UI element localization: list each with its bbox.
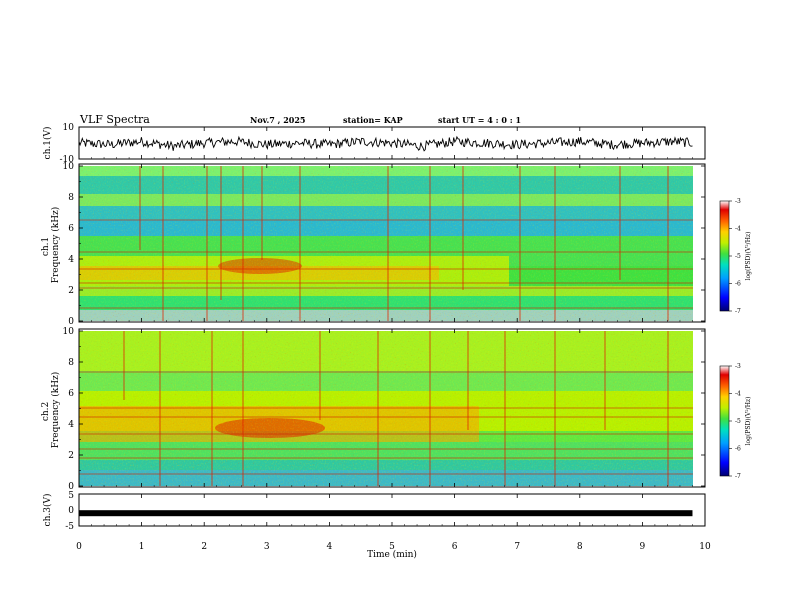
time-tick-label: 7: [514, 542, 520, 552]
figure-title: VLF Spectra: [79, 113, 150, 126]
ch2-frequency-label: Frequency (kHz): [50, 372, 61, 449]
ch1-ytick-label: 2: [68, 286, 74, 296]
ch3-frame: [78, 493, 706, 527]
ch3-ytick-bottom: -5: [65, 522, 74, 532]
panel-ch1-waveform: 10 -10 ch.1(V): [42, 123, 706, 165]
ch2-spectrogram-yticks: 0 2 4 6 8 10: [63, 327, 705, 492]
colorbar-tick-label: -5: [735, 253, 741, 260]
ch1-ytick-label: 10: [63, 162, 75, 172]
colorbar-tick-label: -6: [735, 281, 741, 288]
ch3-ytick-top: 5: [68, 491, 74, 501]
time-tick-label: 4: [327, 542, 333, 552]
panel-ch1-spectrogram: 0 2 4 6 8 10 ch.1 Frequency (kHz): [41, 162, 706, 327]
colorbar-ch1: -3 -4 -5 -6 -7 log(PSD)(V²/Hz): [719, 198, 752, 315]
ch1-spectrogram-ylabel: ch.1 Frequency (kHz): [41, 207, 61, 284]
ch1-heatmap: [79, 166, 693, 321]
ch3-ylabel: ch.3(V): [42, 494, 53, 527]
ch1-spectrogram-yticks: 0 2 4 6 8 10: [63, 162, 705, 327]
colorbar-tick-label: -3: [735, 363, 741, 370]
colorbar-tick-label: -7: [735, 473, 741, 480]
panel-ch3: 5 0 -5 ch.3(V) 0 1 2 3 4 5 6 7 8 9 10 Time (min): [42, 127, 711, 560]
colorbar-ch2-label: log(PSD)(V²/Hz): [745, 397, 752, 446]
colorbar-ch2: -3 -4 -5 -6 -7 log(PSD)(V²/Hz): [719, 363, 752, 480]
colorbar-ch1-label: log(PSD)(V²/Hz): [745, 232, 752, 281]
ch1-ylabel: ch.1(V): [42, 127, 53, 160]
colorbar-tick-label: -4: [735, 391, 741, 398]
time-tick-label: 6: [452, 542, 458, 552]
colorbar-tick-label: -4: [735, 226, 741, 233]
colorbar-tick-label: -6: [735, 446, 741, 453]
panel-ch2-spectrogram: 0 2 4 6 8 10 ch.2 Frequency (kHz): [41, 327, 706, 492]
ch1-ytick-top: 10: [63, 123, 75, 133]
time-axis-ticks: 0 1 2 3 4 5 6 7 8 9 10: [76, 127, 711, 552]
ch1-channel-label: ch.1: [41, 237, 51, 256]
time-tick-label: 0: [76, 542, 82, 552]
time-tick-label: 10: [699, 542, 711, 552]
colorbar-tick-label: -3: [735, 198, 741, 205]
ch2-ytick-label: 0: [68, 482, 74, 492]
ch2-spectrogram-ylabel: ch.2 Frequency (kHz): [41, 372, 61, 449]
ch1-ytick-label: 8: [68, 193, 74, 203]
time-tick-label: 9: [640, 542, 646, 552]
ch1-ytick-label: 6: [68, 224, 74, 234]
ch2-ytick-label: 8: [68, 358, 74, 368]
time-tick-label: 1: [139, 542, 145, 552]
ch3-signal-bar: [79, 510, 693, 517]
ch1-ytick-bottom: -10: [60, 155, 75, 165]
ch3-ytick-mid: 0: [68, 506, 74, 516]
ch2-channel-label: ch.2: [41, 402, 51, 421]
colorbar-tick-label: -5: [735, 418, 741, 425]
time-axis-label: Time (min): [367, 549, 417, 560]
time-tick-label: 8: [577, 542, 583, 552]
time-tick-label: 2: [201, 542, 207, 552]
colorbar-tick-label: -7: [735, 308, 741, 315]
ch2-ytick-label: 2: [68, 451, 74, 461]
ch1-ytick-label: 0: [68, 317, 74, 327]
header-station: station= KAP: [343, 115, 403, 125]
ch1-ytick-label: 4: [68, 255, 74, 265]
colorbar-ch2-gradient: [719, 365, 730, 477]
time-tick-label: 3: [264, 542, 270, 552]
time-tick-label: 5: [389, 542, 395, 552]
colorbar-ch1-gradient: [719, 200, 730, 312]
colorbar-ch2-ticks: -3 -4 -5 -6 -7: [729, 363, 741, 480]
colorbar-ch1-ticks: -3 -4 -5 -6 -7: [729, 198, 741, 315]
header-date: Nov.7 , 2025: [250, 115, 305, 125]
ch1-frequency-label: Frequency (kHz): [50, 207, 61, 284]
ch2-ytick-label: 4: [68, 420, 74, 430]
ch2-ytick-label: 10: [63, 327, 75, 337]
header-start-time: start UT = 4 : 0 : 1: [438, 115, 521, 125]
ch1-waveform-line: [78, 135, 693, 152]
ch2-ytick-label: 6: [68, 389, 74, 399]
ch2-heatmap: [79, 331, 693, 486]
